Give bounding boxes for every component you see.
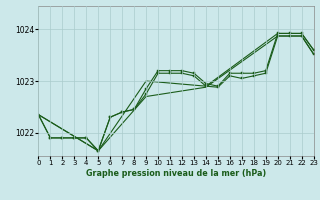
X-axis label: Graphe pression niveau de la mer (hPa): Graphe pression niveau de la mer (hPa) (86, 169, 266, 178)
